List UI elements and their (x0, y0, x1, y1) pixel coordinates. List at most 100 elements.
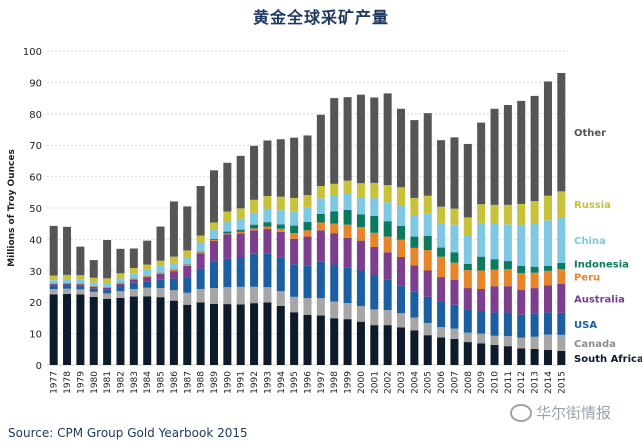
bar-segment (143, 269, 152, 276)
bar-segment (410, 247, 419, 266)
bar-segment (477, 333, 486, 344)
x-tick-label: 1994 (277, 371, 287, 394)
bar-segment (397, 239, 406, 257)
bar-segment (89, 277, 98, 283)
x-tick-label: 2014 (544, 371, 554, 394)
bar-segment (370, 198, 379, 216)
bar-segment (463, 235, 472, 264)
x-tick-label: 1992 (250, 371, 260, 394)
bar-segment (463, 143, 472, 218)
bar-segment (89, 282, 98, 286)
bar-segment (290, 197, 299, 212)
bar-segment (116, 273, 125, 279)
bar-segment (370, 182, 379, 199)
bar-segment (196, 253, 205, 269)
x-tick-label: 1993 (263, 371, 273, 394)
x-tick-label: 2013 (531, 371, 541, 394)
bar-segment (517, 289, 526, 315)
bar-segment (209, 170, 218, 223)
bar-segment (196, 302, 205, 365)
bar-segment (450, 208, 459, 225)
chart-title: 黄金全球采矿产量 (252, 8, 389, 27)
bar-segment (410, 291, 419, 318)
bar-segment (557, 312, 566, 335)
bar-segment (169, 300, 178, 365)
bar-segment (236, 304, 245, 365)
bar-segment (49, 285, 58, 290)
bar-segment (129, 267, 138, 274)
bar-segment (276, 305, 285, 365)
bar-segment (503, 105, 512, 205)
bar-segment (343, 180, 352, 194)
x-tick-label: 1988 (197, 371, 207, 394)
x-tick-label: 1991 (237, 371, 247, 394)
bar-segment (410, 317, 419, 331)
bar-segment (477, 122, 486, 205)
bar-segment (303, 298, 312, 315)
bar-segment (143, 287, 152, 297)
bar-segment (437, 327, 446, 338)
bar-segment (463, 342, 472, 365)
bar-segment (183, 250, 192, 257)
bar-segment (410, 236, 419, 248)
bar-segment (183, 206, 192, 251)
bar-segment (503, 224, 512, 262)
bar-segment (383, 236, 392, 253)
bar-segment (503, 261, 512, 270)
bar-segment (316, 315, 325, 365)
bar-segment (343, 237, 352, 268)
bar-segment (290, 211, 299, 226)
x-tick-label: 1978 (63, 371, 73, 394)
bar-segment (250, 224, 259, 229)
bar-segment (530, 348, 539, 365)
bar-segment (356, 321, 365, 365)
bar-segment (437, 256, 446, 278)
bar-segment (183, 265, 192, 278)
bar-segment (223, 221, 232, 232)
bar-segment (290, 238, 299, 265)
bar-segment (49, 225, 58, 276)
bar-segment (316, 186, 325, 199)
x-tick-label: 2003 (397, 371, 407, 394)
bar-segment (263, 196, 272, 209)
bar-segment (410, 214, 419, 237)
bar-segment (303, 207, 312, 222)
bar-segment (236, 155, 245, 209)
bar-segment (143, 281, 152, 288)
y-tick-label: 60 (29, 173, 42, 184)
bar-segment (490, 259, 499, 270)
bar-segment (143, 296, 152, 365)
bar-segment (423, 235, 432, 251)
bar-segment (316, 298, 325, 316)
bar-segment (530, 272, 539, 289)
bar-segment (290, 233, 299, 239)
x-tick-label: 1987 (183, 371, 193, 394)
bar-segment (330, 318, 339, 365)
bar-segment (423, 113, 432, 196)
wechat-icon (510, 403, 532, 422)
bar-segment (490, 204, 499, 225)
bar-segment (450, 304, 459, 329)
bar-segment (477, 310, 486, 334)
bar-segment (517, 348, 526, 365)
bar-segment (49, 283, 58, 286)
bar-segment (490, 286, 499, 313)
bar-segment (543, 312, 552, 335)
bar-segment (490, 269, 499, 287)
bar-segment (450, 224, 459, 253)
bar-segment (290, 312, 299, 365)
bar-segment (517, 203, 526, 225)
x-tick-label: 2011 (504, 371, 514, 394)
y-tick-label: 0 (36, 361, 42, 372)
bar-segment (370, 275, 379, 310)
bar-segment (477, 270, 486, 290)
bar-segment (156, 272, 165, 274)
bar-segment (383, 325, 392, 365)
bar-segment (343, 97, 352, 181)
bar-segment (423, 195, 432, 214)
bar-segment (557, 217, 566, 263)
bar-segment (169, 290, 178, 301)
bar-segment (503, 286, 512, 313)
bar-segment (557, 72, 566, 192)
bar-segment (156, 297, 165, 365)
